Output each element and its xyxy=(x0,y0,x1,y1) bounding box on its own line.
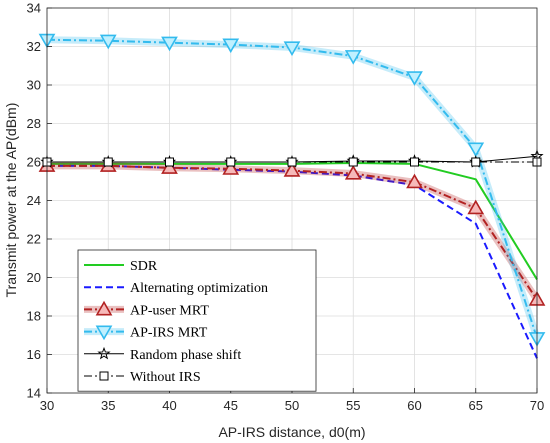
legend: SDR Alternating optimization AP-user MRT AP… xyxy=(77,249,317,392)
legend-label: SDR xyxy=(130,259,158,274)
data-point-marker xyxy=(406,173,423,189)
legend-entry: SDR xyxy=(84,259,158,274)
data-point-marker xyxy=(471,157,481,167)
data-point-marker xyxy=(287,157,297,167)
data-point-marker xyxy=(467,142,485,158)
data-point-marker xyxy=(344,164,362,180)
data-point-marker xyxy=(283,162,301,177)
y-tick-label: 16 xyxy=(27,347,41,362)
data-point-marker xyxy=(348,157,358,167)
x-tick-label: 50 xyxy=(285,398,299,413)
data-point-marker xyxy=(165,157,174,167)
data-point-marker xyxy=(283,41,301,57)
data-point-marker xyxy=(410,157,419,167)
legend-label: Without IRS xyxy=(130,370,201,385)
data-point-marker xyxy=(344,50,362,65)
y-tick-label: 30 xyxy=(27,78,41,93)
legend-marker xyxy=(95,325,113,341)
legend-entry: AP-IRS MRT xyxy=(84,325,208,341)
y-tick-label: 28 xyxy=(27,116,41,131)
legend-marker xyxy=(95,300,113,316)
data-point-marker xyxy=(222,38,240,54)
x-tick-label: 65 xyxy=(469,398,483,413)
x-tick-label: 40 xyxy=(162,398,176,413)
legend-marker xyxy=(97,346,111,360)
y-tick-label: 22 xyxy=(27,232,41,247)
y-tick-label: 14 xyxy=(27,386,41,401)
series-layer xyxy=(38,33,546,359)
data-point-marker xyxy=(103,157,113,167)
legend-marker xyxy=(99,371,109,381)
y-tick-label: 24 xyxy=(27,193,41,208)
data-point-marker xyxy=(161,36,178,52)
y-tick-label: 20 xyxy=(27,270,41,285)
axis-ticks: 30 35 40 45 50 55 60 65 70 14 16 18 20 22 24 26 28 30 32 34 xyxy=(27,1,545,414)
legend-box xyxy=(77,249,317,392)
legend-label: Alternating optimization xyxy=(130,281,268,296)
y-tick-label: 18 xyxy=(27,309,41,324)
y-axis-label: Transmit power at the AP(dBm) xyxy=(3,103,19,298)
x-tick-label: 45 xyxy=(224,398,238,413)
data-point-marker xyxy=(467,199,485,215)
legend-entry: Alternating optimization xyxy=(84,281,268,296)
legend-label: AP-IRS MRT xyxy=(130,326,208,341)
x-tick-label: 60 xyxy=(407,398,421,413)
x-tick-label: 30 xyxy=(40,398,54,413)
y-tick-label: 34 xyxy=(27,1,41,16)
y-tick-label: 32 xyxy=(27,39,41,54)
x-tick-label: 55 xyxy=(346,398,360,413)
x-axis-label: AP-IRS distance, d0(m) xyxy=(218,424,365,440)
legend-entry: Without IRS xyxy=(84,370,201,385)
y-tick-label: 26 xyxy=(27,155,41,170)
legend-entry: Random phase shift xyxy=(84,346,241,363)
legend-label: AP-user MRT xyxy=(130,303,209,318)
legend-entry: AP-user MRT xyxy=(84,300,209,318)
legend-label: Random phase shift xyxy=(130,348,241,363)
data-point-marker xyxy=(99,34,117,50)
data-point-marker xyxy=(406,71,423,86)
data-point-marker xyxy=(226,157,236,167)
x-tick-label: 70 xyxy=(530,398,544,413)
data-point-marker xyxy=(222,160,240,175)
x-tick-label: 35 xyxy=(101,398,115,413)
